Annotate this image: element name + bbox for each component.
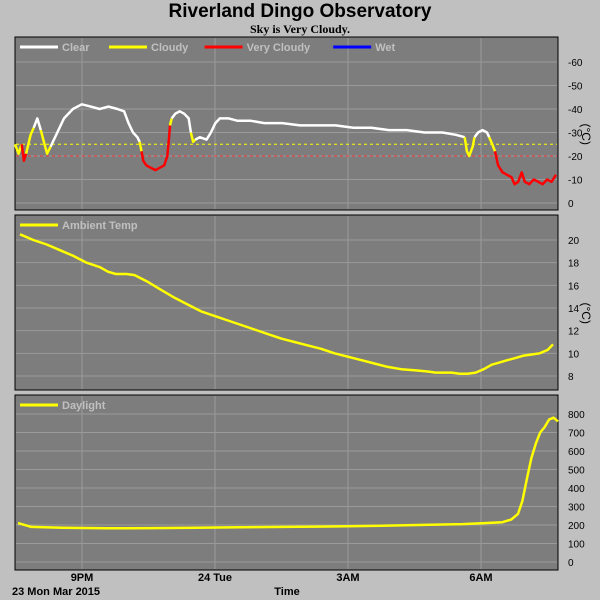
series-line bbox=[463, 136, 476, 158]
y-tick-label: 100 bbox=[568, 540, 585, 551]
y-tick-label: 700 bbox=[568, 429, 585, 440]
y-tick-label: -50 bbox=[568, 82, 583, 93]
y-tick-label: -20 bbox=[568, 152, 583, 163]
series-line bbox=[493, 151, 558, 186]
series-line bbox=[13, 143, 23, 155]
y-tick-label: 8 bbox=[568, 372, 574, 383]
series-line bbox=[138, 141, 143, 152]
y-tick-label: 200 bbox=[568, 521, 585, 532]
y-tick-label: 16 bbox=[568, 281, 580, 292]
y-axis-unit: (°C) bbox=[579, 124, 593, 145]
ambient-temperature-panel bbox=[14, 214, 559, 391]
x-axis-title: Time bbox=[274, 586, 299, 598]
legend-label: Clear bbox=[62, 42, 90, 54]
x-tick-label: 24 Tue bbox=[198, 572, 232, 584]
series-line bbox=[20, 144, 28, 162]
y-tick-label: 20 bbox=[568, 236, 580, 247]
y-tick-label: 800 bbox=[568, 410, 585, 421]
series-line bbox=[189, 132, 197, 144]
y-tick-label: 0 bbox=[568, 558, 574, 569]
chart-title: Riverland Dingo Observatory bbox=[168, 1, 432, 22]
legend-label: Ambient Temp bbox=[62, 220, 138, 232]
y-tick-label: 14 bbox=[568, 304, 580, 315]
series-line bbox=[49, 103, 141, 148]
series-line bbox=[17, 416, 559, 530]
date-label: 23 Mon Mar 2015 bbox=[12, 586, 100, 598]
series-line bbox=[140, 125, 172, 172]
y-tick-label: 10 bbox=[568, 349, 580, 360]
y-tick-label: -30 bbox=[568, 129, 583, 140]
y-tick-label: 600 bbox=[568, 447, 585, 458]
series-line bbox=[24, 127, 35, 154]
x-tick-label: 3AM bbox=[336, 572, 359, 584]
series-line bbox=[194, 117, 466, 141]
x-tick-label: 6AM bbox=[469, 572, 492, 584]
y-tick-label: 18 bbox=[568, 259, 580, 270]
y-tick-label: 400 bbox=[568, 484, 585, 495]
legend-label: Wet bbox=[375, 42, 395, 54]
series-line bbox=[170, 110, 193, 133]
series-line bbox=[39, 129, 52, 155]
series-line bbox=[19, 233, 554, 375]
legend-label: Daylight bbox=[62, 400, 106, 412]
series-line bbox=[488, 136, 497, 152]
series-line bbox=[473, 128, 491, 138]
y-axis-unit: (°C) bbox=[579, 303, 593, 324]
series-line bbox=[32, 117, 42, 131]
x-tick-label: 9PM bbox=[71, 572, 94, 584]
legend-label: Very Cloudy bbox=[247, 42, 311, 54]
y-tick-label: -10 bbox=[568, 176, 583, 187]
y-tick-label: -60 bbox=[568, 58, 583, 69]
series-line bbox=[168, 118, 173, 126]
y-tick-label: 300 bbox=[568, 503, 585, 514]
y-tick-label: -40 bbox=[568, 105, 583, 116]
y-tick-label: 12 bbox=[568, 327, 580, 338]
legend-label: Cloudy bbox=[151, 42, 189, 54]
daylight-panel bbox=[14, 394, 559, 571]
y-tick-label: 500 bbox=[568, 466, 585, 477]
y-tick-label: 0 bbox=[568, 199, 574, 210]
sky-status-subtitle: Sky is Very Cloudy. bbox=[249, 22, 351, 36]
